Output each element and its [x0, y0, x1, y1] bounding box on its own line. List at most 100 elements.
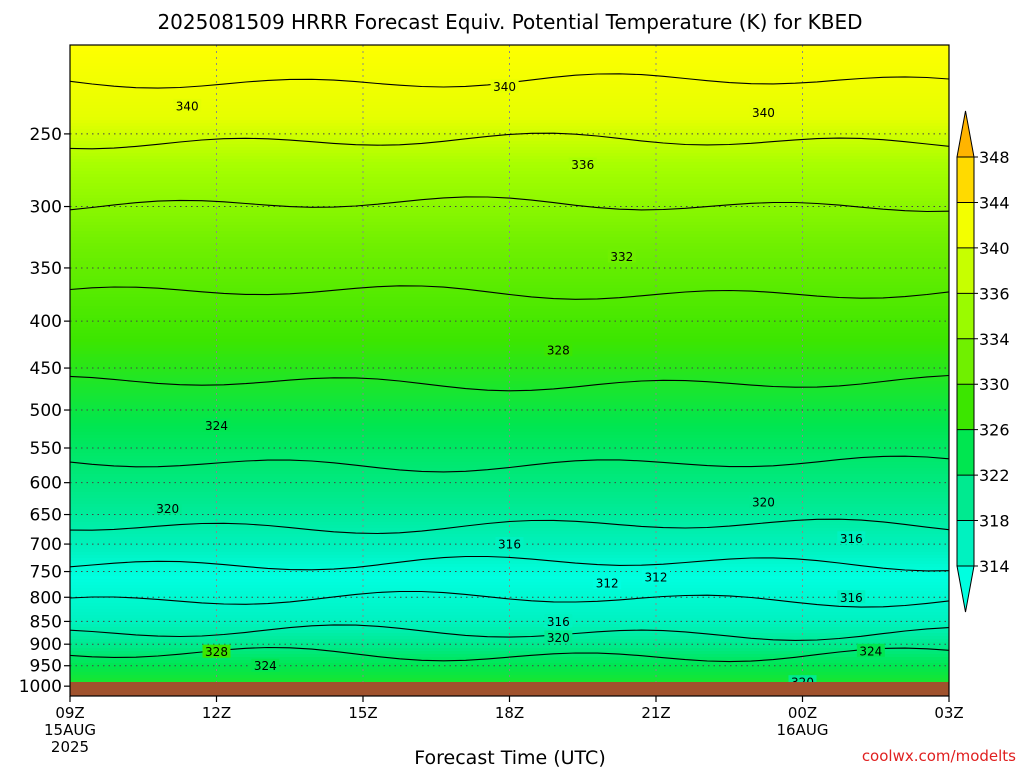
colorbar-segment	[957, 202, 974, 249]
fill-band	[70, 396, 949, 400]
fill-band	[70, 408, 949, 412]
contour-label: 320	[547, 631, 570, 645]
colorbar-segment	[957, 384, 974, 431]
colorbar-segment	[957, 247, 974, 294]
fill-band	[70, 426, 949, 430]
fill-band	[70, 564, 949, 568]
contour-label: 340	[176, 99, 199, 113]
fill-band	[70, 288, 949, 292]
contour-label-bg	[544, 630, 573, 644]
fill-band	[70, 366, 949, 370]
fill-band	[70, 240, 949, 244]
fill-band	[70, 342, 949, 346]
contour-labels: 340 340 340 336 332 328 324 320 320 316 316 312 312 3…	[153, 79, 885, 690]
fill-band	[70, 414, 949, 418]
contour-label: 328	[547, 343, 570, 357]
contour-label-bg	[202, 418, 231, 432]
colorbar-label: 322	[979, 466, 1010, 485]
fill-band	[70, 618, 949, 622]
fill-band	[70, 606, 949, 610]
fill-band	[70, 258, 949, 262]
fill-band	[70, 66, 949, 70]
fill-band	[70, 336, 949, 340]
plot-area: 340 340 340 336 332 328 324 320 320 316 316 312 312 3…	[70, 45, 949, 696]
colorbar-segment	[957, 475, 974, 522]
fill-band	[70, 372, 949, 376]
fill-band	[70, 228, 949, 232]
y-tick-label: 800	[30, 588, 62, 608]
fill-band	[70, 204, 949, 208]
fill-band	[70, 612, 949, 616]
x-tick-date: 16AUG	[777, 721, 829, 739]
fill-band	[70, 576, 949, 580]
contour-label: 340	[752, 106, 775, 120]
contour-label-bg	[568, 157, 597, 171]
fill-band	[70, 390, 949, 394]
contour-line	[70, 555, 949, 572]
x-tick-label: 15Z	[348, 704, 377, 722]
colorbar-extend-bottom	[956, 565, 975, 613]
contour-label: 312	[596, 577, 619, 591]
fill-band	[70, 672, 949, 676]
fill-band	[70, 108, 949, 112]
chart-title: 2025081509 HRRR Forecast Equiv. Potentia…	[157, 10, 862, 34]
contour-label-bg	[251, 658, 280, 672]
x-tick-label: 18Z	[495, 704, 524, 722]
credit-text: coolwx.com/modelts	[862, 747, 1016, 765]
y-tick-label: 750	[30, 563, 62, 583]
fill-band	[70, 624, 949, 628]
fill-band	[70, 444, 949, 448]
fill-band	[70, 234, 949, 238]
contour-label-bg	[593, 576, 622, 590]
fill-band	[70, 678, 949, 682]
contour-label-bg	[173, 98, 202, 112]
fill-band	[70, 480, 949, 484]
fill-band	[70, 432, 949, 436]
fill-band	[70, 474, 949, 478]
fill-band	[70, 402, 949, 406]
fill-band	[70, 360, 949, 364]
y-tick-label: 350	[30, 259, 62, 279]
fill-band	[70, 132, 949, 136]
fill-band	[70, 552, 949, 556]
fill-band	[70, 504, 949, 508]
contour-label: 340	[493, 80, 516, 94]
contour-label-bg	[607, 249, 636, 263]
fill-band	[70, 168, 949, 172]
fill-band	[70, 162, 949, 166]
y-tick-label: 1000	[19, 677, 62, 697]
y-tick-label: 550	[30, 439, 62, 459]
fill-band	[70, 186, 949, 190]
fill-band	[70, 348, 949, 352]
fill-band	[70, 54, 949, 58]
contour-label-bg	[749, 105, 778, 119]
fill-band	[70, 378, 949, 382]
colorbar-label: 326	[979, 421, 1010, 440]
contour-label-bg	[490, 79, 519, 93]
contour-label-bg	[495, 537, 524, 551]
contour-label-bg	[856, 643, 885, 657]
fill-band	[70, 528, 949, 532]
fill-band	[70, 420, 949, 424]
contour-label-bg	[202, 644, 231, 658]
y-tick-label: 400	[30, 312, 62, 332]
fill-band	[70, 294, 949, 298]
fill-band	[70, 156, 949, 160]
contour-line	[70, 590, 949, 608]
fill-band	[70, 324, 949, 328]
y-tick-label: 250	[30, 125, 62, 145]
fill-band	[70, 330, 949, 334]
fill-band	[70, 558, 949, 562]
contour-label: 316	[840, 532, 863, 546]
x-tick-label: 00Z	[788, 704, 817, 722]
fill-band	[70, 636, 949, 640]
contour-label: 312	[645, 570, 668, 584]
x-tick-label: 21Z	[641, 704, 670, 722]
contour-label-bg	[153, 501, 182, 515]
contour-label-bg	[642, 569, 670, 583]
fill-band	[70, 630, 949, 634]
fill-band	[70, 252, 949, 256]
fill-band	[70, 462, 949, 466]
contour-label: 324	[254, 659, 277, 673]
